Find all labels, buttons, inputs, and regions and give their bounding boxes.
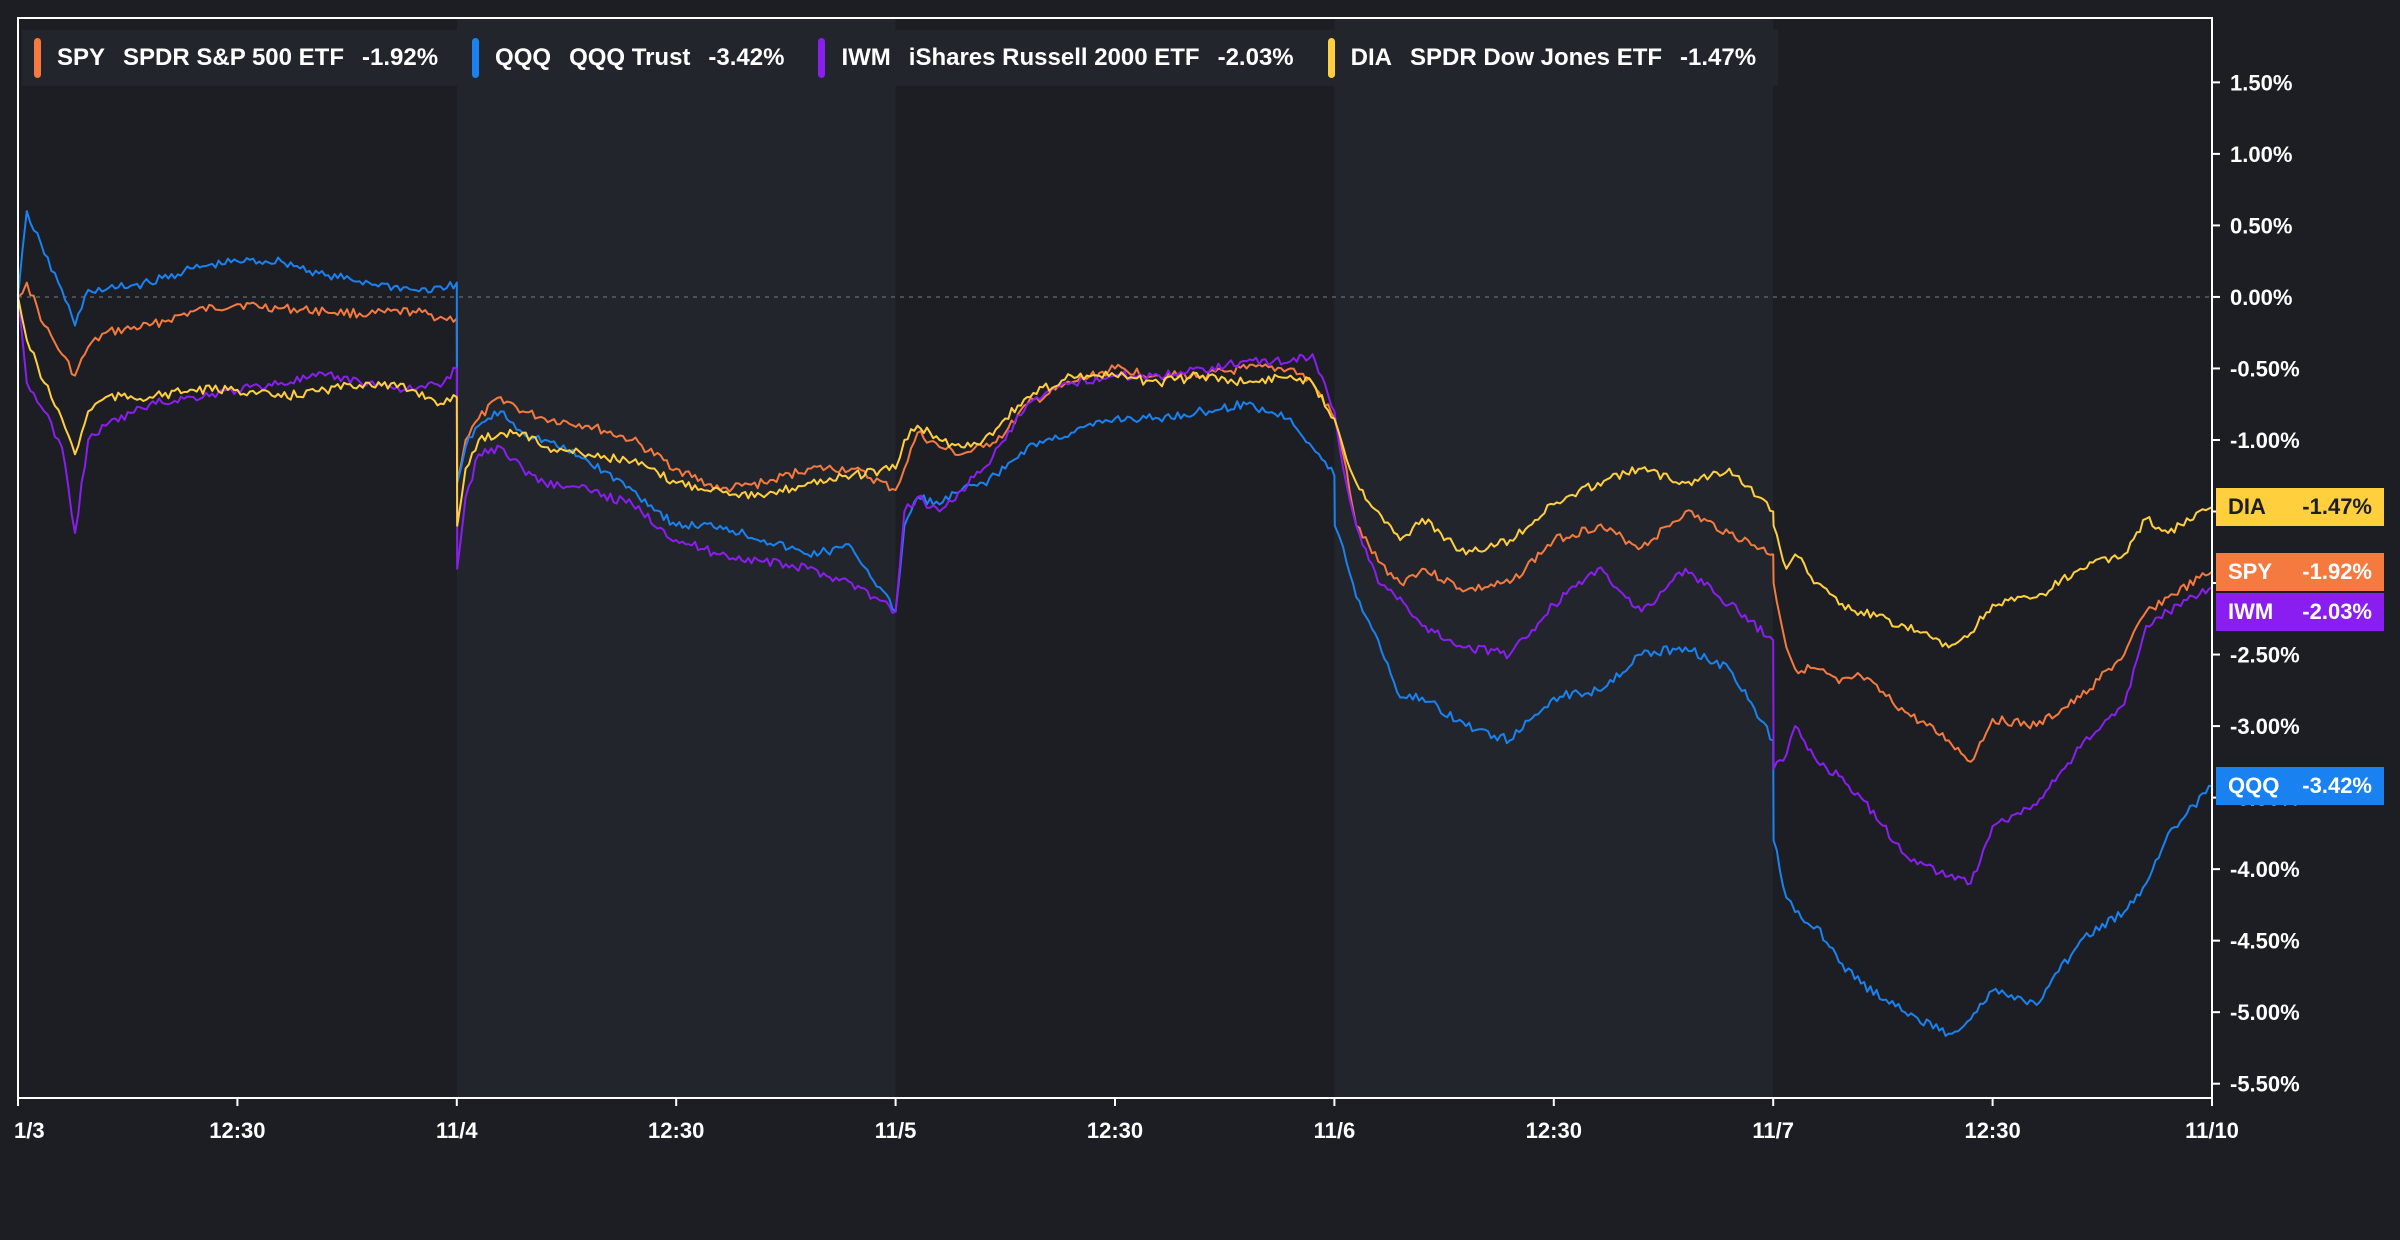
y-tick-label: -2.50% (2230, 643, 2300, 668)
y-tick-label: -5.00% (2230, 1000, 2300, 1025)
x-tick-label: 12:30 (1087, 1118, 1143, 1143)
y-tick-label: -4.50% (2230, 929, 2300, 954)
legend-name: iShares Russell 2000 ETF (908, 44, 1200, 71)
tag-change: -3.42% (2302, 773, 2372, 799)
series-line-dia (17, 296, 2213, 649)
legend-item-qqq[interactable]: QQQ QQQ Trust -3.42% (460, 30, 807, 86)
series-line-spy (17, 281, 2213, 763)
legend-change: -1.47% (1680, 44, 1757, 71)
legend-ticker: DIA (1350, 44, 1392, 71)
x-tick-label: 11/7 (1752, 1118, 1794, 1143)
x-tick-label: 11/10 (2185, 1118, 2239, 1143)
y-tick-label: -1.00% (2230, 428, 2300, 453)
legend-item-spy[interactable]: SPY SPDR S&P 500 ETF -1.92% (22, 30, 461, 86)
price-tag-iwm: IWM -2.03% (2216, 592, 2384, 631)
legend-ticker: SPY (57, 44, 106, 71)
y-tick-label: -4.00% (2230, 857, 2300, 882)
x-tick-label: 12:30 (648, 1118, 704, 1143)
y-tick-label: 1.50% (2230, 70, 2292, 95)
legend-swatch-iwm (818, 38, 826, 78)
x-tick-label: 12:30 (209, 1118, 265, 1143)
x-tick-label: 12:30 (1526, 1118, 1582, 1143)
session-band (456, 18, 896, 1098)
legend-swatch-qqq (472, 38, 480, 78)
series-line-qqq (17, 210, 2213, 1037)
x-tick-label: 11/5 (875, 1118, 917, 1143)
session-band (895, 18, 1335, 1098)
tag-ticker: DIA (2228, 494, 2266, 520)
legend-ticker: QQQ (495, 44, 552, 71)
session-band (1334, 18, 1774, 1098)
x-tick-label: 1/3 (14, 1118, 45, 1143)
tag-change: -1.47% (2302, 494, 2372, 520)
y-tick-label: 0.00% (2230, 285, 2292, 310)
tag-change: -2.03% (2302, 598, 2372, 624)
price-tag-spy: SPY -1.92% (2216, 552, 2384, 591)
tag-ticker: IWM (2228, 598, 2274, 624)
tag-ticker: QQQ (2228, 773, 2280, 799)
y-tick-label: -3.00% (2230, 714, 2300, 739)
legend-name: SPDR S&P 500 ETF (123, 44, 344, 71)
legend-change: -2.03% (1217, 44, 1294, 71)
legend-change: -3.42% (708, 44, 785, 71)
y-tick-label: -5.50% (2230, 1072, 2300, 1097)
y-tick-label: 1.00% (2230, 142, 2292, 167)
session-band (1773, 18, 2212, 1098)
price-tag-qqq: QQQ -3.42% (2216, 767, 2384, 806)
price-tag-dia: DIA -1.47% (2216, 488, 2384, 527)
legend: SPY SPDR S&P 500 ETF -1.92% QQQ QQQ Trus… (22, 30, 1779, 86)
legend-name: QQQ Trust (569, 44, 691, 71)
tag-ticker: SPY (2228, 558, 2273, 584)
x-tick-label: 11/6 (1314, 1118, 1356, 1143)
y-tick-label: 0.50% (2230, 213, 2292, 238)
session-band (18, 18, 457, 1098)
legend-swatch-spy (34, 38, 41, 78)
y-tick-label: -0.50% (2230, 356, 2300, 381)
legend-swatch-dia (1327, 38, 1335, 78)
x-tick-label: 11/4 (436, 1118, 478, 1143)
legend-change: -1.92% (362, 44, 439, 71)
legend-item-dia[interactable]: DIA SPDR Dow Jones ETF -1.47% (1315, 30, 1779, 86)
tag-change: -1.92% (2302, 558, 2372, 584)
legend-name: SPDR Dow Jones ETF (1409, 44, 1663, 71)
legend-item-iwm[interactable]: IWM iShares Russell 2000 ETF -2.03% (806, 30, 1316, 86)
legend-ticker: IWM (841, 44, 891, 71)
x-tick-label: 12:30 (1964, 1118, 2020, 1143)
